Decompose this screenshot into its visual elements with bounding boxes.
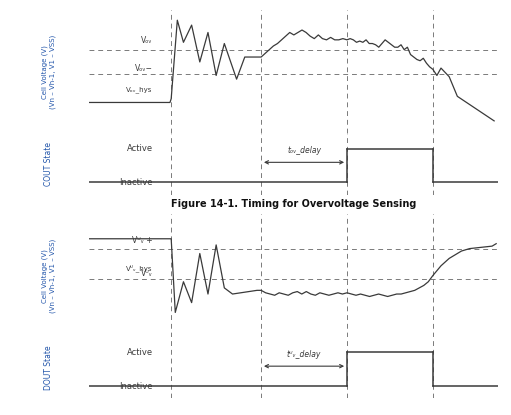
Text: Active: Active [127,144,153,153]
Text: DOUT State: DOUT State [44,345,53,390]
Text: Inactive: Inactive [119,382,153,391]
Text: Vᵁᵥ_hys: Vᵁᵥ_hys [126,264,153,272]
Text: Cell Voltage (V)
(Vn – Vh-1, V1 – VSS): Cell Voltage (V) (Vn – Vh-1, V1 – VSS) [41,239,56,313]
Text: Cell Voltage (V)
(Vn – Vh-1, V1 – VSS): Cell Voltage (V) (Vn – Vh-1, V1 – VSS) [41,34,56,109]
Text: Vᵁᵥ +: Vᵁᵥ + [132,236,153,245]
Text: Inactive: Inactive [119,178,153,187]
Text: Active: Active [127,348,153,357]
Text: COUT State: COUT State [44,142,53,186]
Text: Vᵁᵥ: Vᵁᵥ [141,269,153,278]
Text: Figure 14-1. Timing for Overvoltage Sensing: Figure 14-1. Timing for Overvoltage Sens… [171,199,416,210]
Text: Vₒᵥ_hys: Vₒᵥ_hys [126,86,153,93]
Text: tₒᵥ_delay: tₒᵥ_delay [287,146,321,155]
Text: Vₒᵥ: Vₒᵥ [141,36,153,45]
Text: tᵁᵥ_delay: tᵁᵥ_delay [287,350,321,359]
Text: Vₒᵥ−: Vₒᵥ− [135,64,153,73]
